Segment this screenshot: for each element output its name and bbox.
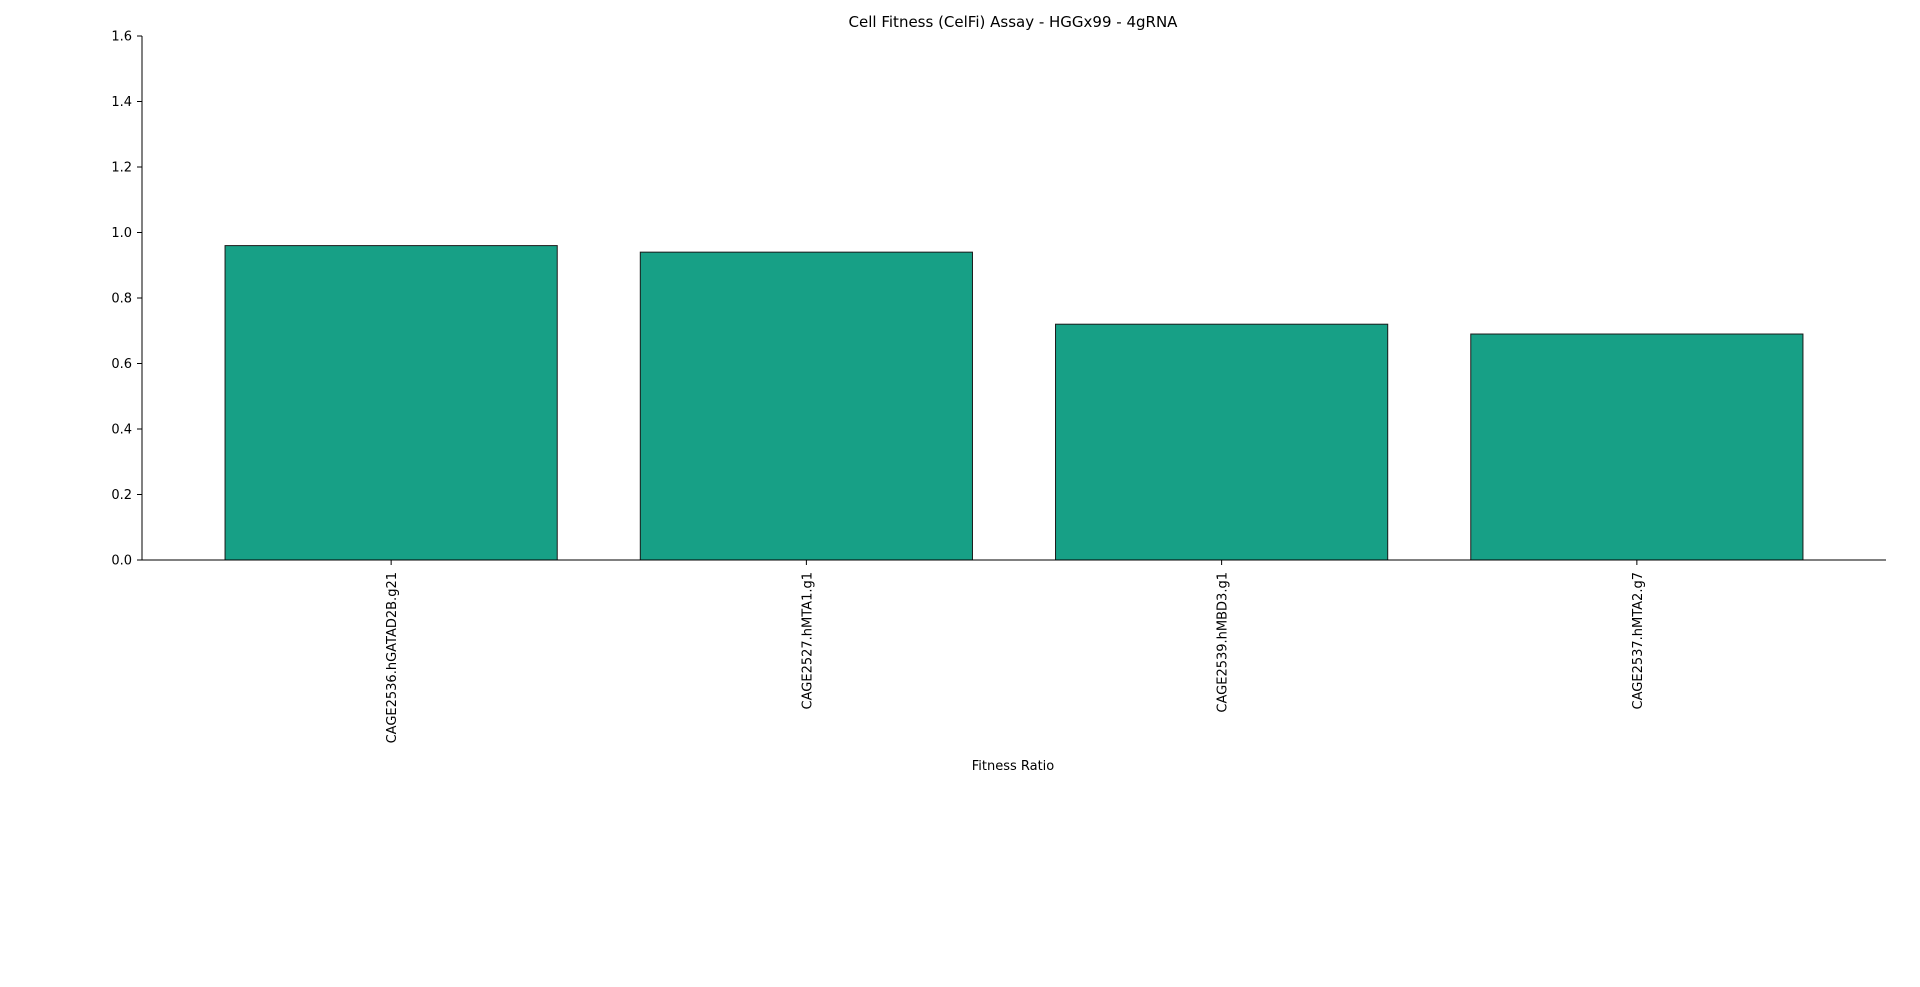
- y-tick-label: 1.4: [111, 95, 132, 110]
- y-tick-label: 0.4: [111, 423, 132, 438]
- y-ticks-layer: 0.0 0.2 0.4 0.6 0.8 1.0 1.2 1.4 1.6: [111, 30, 142, 569]
- y-tick-label: 0.0: [111, 554, 132, 569]
- x-tick-label: CAGE2527.hMTA1.g1: [800, 572, 815, 709]
- x-ticks-layer: CAGE2536.hGATAD2B.g21 CAGE2527.hMTA1.g1 CA…: [385, 560, 1646, 743]
- x-tick-label: CAGE2539.hMBD3.g1: [1216, 572, 1231, 713]
- bar-2: [639, 251, 973, 561]
- x-tick-label: CAGE2536.hGATAD2B.g21: [385, 572, 400, 743]
- chart-title: Cell Fitness (CelFi) Assay - HGGx99 - 4g…: [849, 13, 1179, 31]
- bar-3: [1055, 323, 1389, 561]
- y-tick-label: 0.2: [111, 488, 132, 503]
- y-tick-label: 0.8: [111, 292, 132, 307]
- y-tick-label: 1.0: [111, 226, 132, 241]
- x-axis-label: Fitness Ratio: [972, 759, 1055, 774]
- bar-4: [1470, 333, 1804, 561]
- y-tick-label: 0.6: [111, 357, 132, 372]
- y-tick-label: 1.6: [111, 30, 132, 45]
- x-tick-label: CAGE2537.hMTA2.g7: [1631, 572, 1646, 709]
- bars-layer: [224, 245, 1804, 561]
- bar-1: [224, 245, 558, 561]
- y-tick-label: 1.2: [111, 161, 132, 176]
